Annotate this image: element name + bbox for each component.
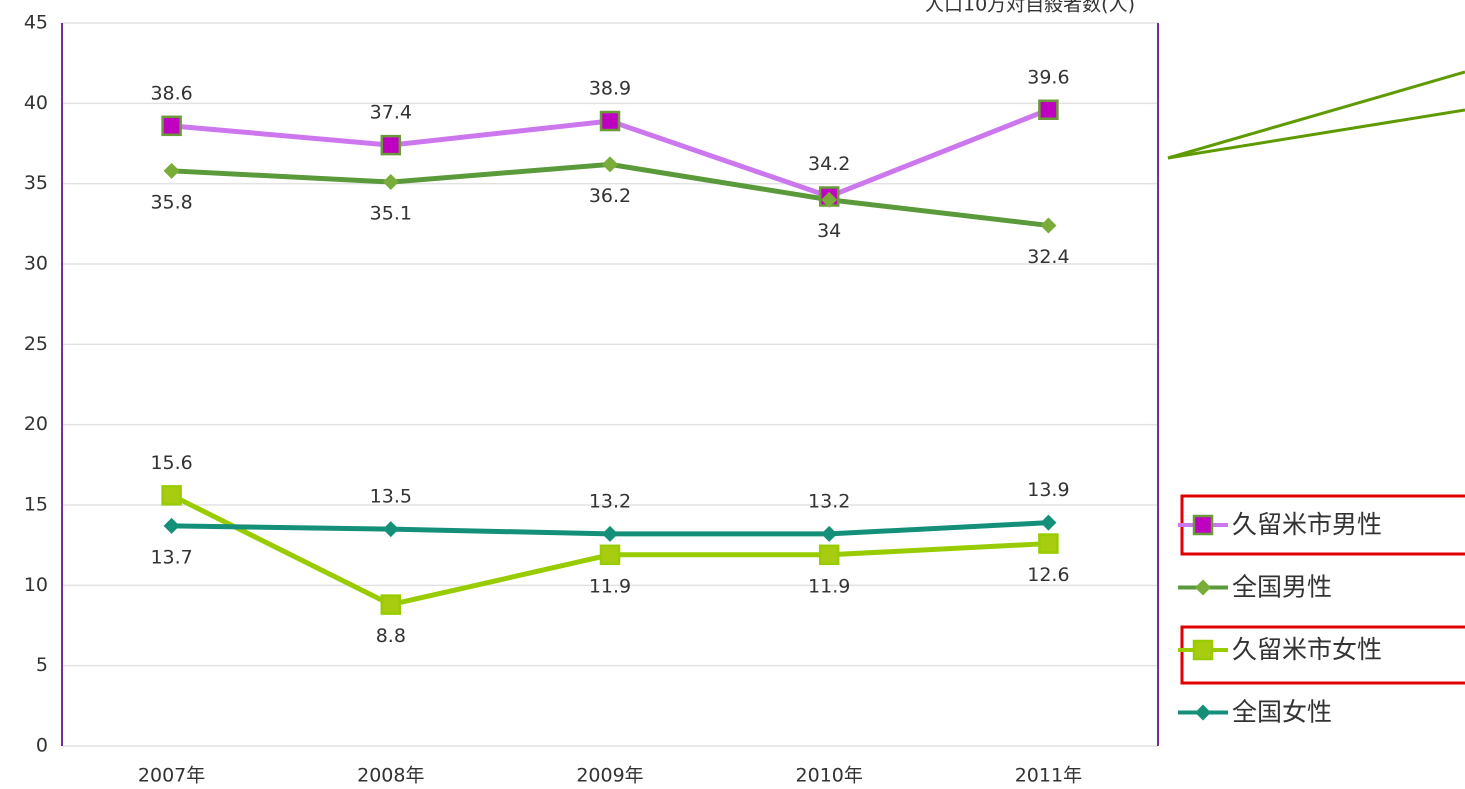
data-label: 11.9 [808, 575, 850, 597]
marker [599, 544, 621, 566]
y-tick-label: 25 [24, 333, 48, 355]
marker [382, 521, 399, 538]
data-label: 37.4 [370, 102, 412, 124]
marker [818, 544, 840, 566]
y-tick-label: 20 [24, 413, 48, 435]
y-tick-label: 40 [24, 92, 48, 114]
y-axis-label: 人口10万対自殺者数(人) [925, 0, 1135, 16]
marker [1038, 533, 1059, 554]
x-tick-label: 2010年 [796, 765, 863, 787]
legend-label: 久留米市女性 [1232, 635, 1382, 664]
y-tick-label: 45 [24, 12, 48, 34]
data-label: 35.8 [150, 191, 192, 213]
data-label: 34.2 [808, 153, 850, 175]
marker [161, 115, 182, 137]
data-label: 13.9 [1027, 479, 1069, 501]
data-label: 13.2 [589, 490, 631, 512]
y-tick-label: 10 [24, 574, 48, 596]
data-label: 11.9 [589, 575, 631, 597]
marker [821, 525, 838, 542]
marker [1192, 514, 1214, 536]
marker [163, 162, 180, 179]
data-label: 32.4 [1027, 246, 1069, 268]
marker [599, 110, 621, 132]
x-tick-label: 2009年 [576, 765, 643, 787]
marker [1040, 217, 1057, 234]
marker [1192, 639, 1214, 661]
marker [380, 594, 402, 615]
data-label: 34 [817, 220, 841, 242]
y-tick-label: 35 [24, 172, 48, 194]
data-label: 35.1 [370, 203, 412, 225]
x-tick-label: 2011年 [1015, 765, 1082, 787]
data-label: 38.6 [150, 82, 192, 104]
legend-label: 全国女性 [1232, 698, 1332, 727]
marker [602, 525, 618, 542]
data-label: 12.6 [1027, 564, 1069, 586]
marker [1195, 704, 1211, 721]
y-tick-label: 15 [24, 494, 48, 516]
data-label: 39.6 [1027, 66, 1069, 88]
data-label: 38.9 [589, 78, 631, 100]
data-label: 8.8 [376, 625, 406, 647]
y-tick-label: 30 [24, 253, 48, 275]
marker [161, 485, 182, 506]
marker [1195, 579, 1211, 596]
data-label: 13.7 [150, 546, 192, 568]
marker [602, 156, 618, 173]
marker [382, 174, 399, 191]
x-tick-label: 2007年 [138, 765, 205, 787]
y-tick-label: 5 [36, 654, 48, 676]
highlight-box [1180, 625, 1465, 685]
marker [380, 134, 402, 156]
data-label: 15.6 [150, 452, 192, 474]
legend-label: 久留米市男性 [1232, 510, 1382, 539]
legend-label: 全国男性 [1232, 573, 1332, 602]
y-tick-label: 0 [36, 735, 48, 757]
marker [821, 191, 838, 208]
marker [1038, 99, 1059, 121]
callout-line [1167, 70, 1465, 160]
marker [1040, 514, 1057, 531]
data-label: 13.5 [370, 486, 412, 508]
data-label: 36.2 [589, 185, 631, 207]
x-tick-label: 2008年 [357, 765, 424, 787]
callout-line [1167, 108, 1465, 160]
marker [163, 517, 180, 534]
data-label: 13.2 [808, 490, 850, 512]
